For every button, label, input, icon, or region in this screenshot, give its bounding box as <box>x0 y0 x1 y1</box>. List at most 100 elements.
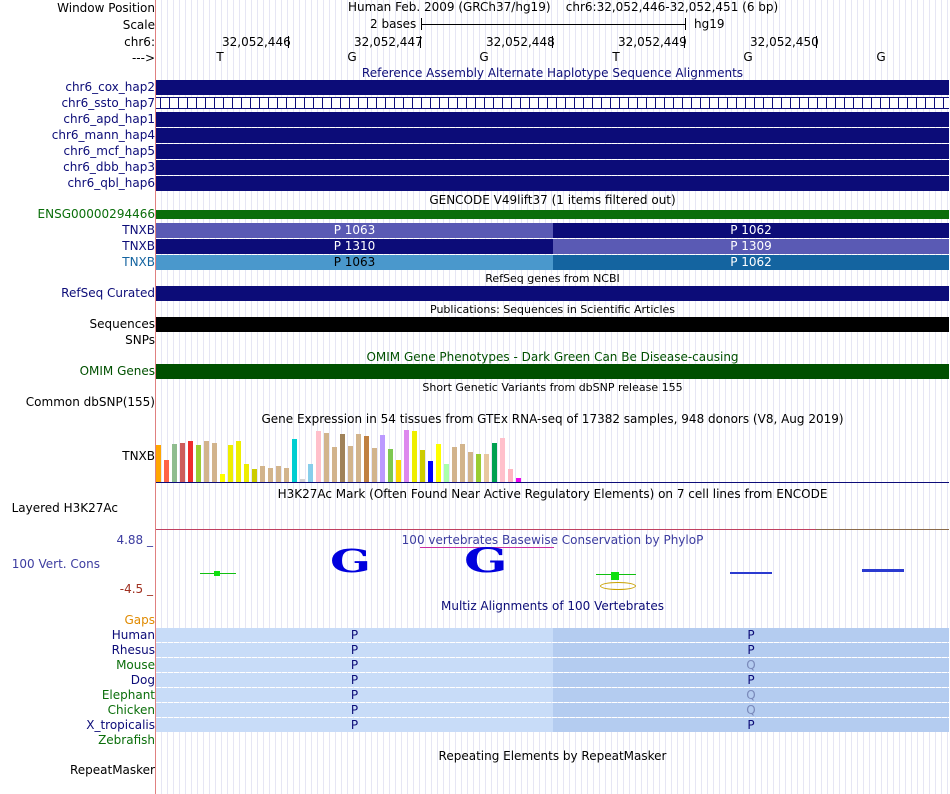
gtex-bar-23[interactable] <box>332 447 337 482</box>
gtex-bar-4[interactable] <box>180 443 185 482</box>
gtex-bar-12[interactable] <box>244 464 249 482</box>
track-label-chr6-qbl-hap6[interactable]: chr6_qbl_hap6 <box>67 176 155 190</box>
gtex-bar-15[interactable] <box>268 468 273 482</box>
gtex-bar-41[interactable] <box>476 454 481 482</box>
track-label-chr6-mann-hap4[interactable]: chr6_mann_hap4 <box>51 128 155 142</box>
track-label-tnxb-3[interactable]: TNXB <box>122 255 155 269</box>
gtex-bar-1[interactable] <box>156 445 161 482</box>
gtex-bar-17[interactable] <box>284 468 289 482</box>
gtex-bar-42[interactable] <box>484 454 489 482</box>
refseq-bar[interactable] <box>156 286 949 301</box>
gtex-bar-35[interactable] <box>428 461 433 482</box>
gtex-bar-11[interactable] <box>236 441 241 482</box>
track-label-tnxb-1[interactable]: TNXB <box>122 223 155 237</box>
track-label-chr6-dbb-hap3[interactable]: chr6_dbb_hap3 <box>63 160 155 174</box>
multiz-row-dog[interactable]: P P <box>156 673 949 687</box>
hap-bar-apd-hap1[interactable] <box>156 112 949 127</box>
track-label-rhesus[interactable]: Rhesus <box>111 643 155 657</box>
gtex-bar-14[interactable] <box>260 466 265 482</box>
gtex-bar-31[interactable] <box>396 460 401 482</box>
gtex-bar-18[interactable] <box>292 439 297 482</box>
track-label-conservation[interactable]: 100 Vert. Cons <box>11 557 100 571</box>
gtex-bar-2[interactable] <box>164 460 169 482</box>
track-label-chr6-ssto-hap7[interactable]: chr6_ssto_hap7 <box>61 96 155 110</box>
gtex-bar-21[interactable] <box>316 431 321 482</box>
track-label-dbsnp[interactable]: Common dbSNP(155) <box>25 395 155 409</box>
gtex-bar-26[interactable] <box>356 434 361 482</box>
multiz-elephant-left: P <box>156 688 553 702</box>
track-label-h3k27ac[interactable]: Layered H3K27Ac <box>11 501 118 515</box>
multiz-row-rhesus[interactable]: P P <box>156 643 949 657</box>
gtex-bar-46[interactable] <box>516 478 521 482</box>
gtex-bar-32[interactable] <box>404 430 409 482</box>
hap-bar-mann-hap4[interactable] <box>156 128 949 143</box>
multiz-row-chicken[interactable]: P Q <box>156 703 949 717</box>
tnxb-row-2[interactable]: P 1310 P 1309 <box>156 239 949 254</box>
gtex-bar-5[interactable] <box>188 441 193 482</box>
gtex-bar-8[interactable] <box>212 443 217 482</box>
track-label-chr6-apd-hap1[interactable]: chr6_apd_hap1 <box>63 112 155 126</box>
track-label-repeatmasker[interactable]: RepeatMasker <box>69 763 155 777</box>
track-label-mouse[interactable]: Mouse <box>116 658 155 672</box>
multiz-row-mouse[interactable]: P Q <box>156 658 949 672</box>
gtex-bar-39[interactable] <box>460 444 465 482</box>
publications-bar[interactable] <box>156 317 949 332</box>
gtex-bar-34[interactable] <box>420 450 425 482</box>
track-label-gencode-gene[interactable]: ENSG00000294466 <box>37 207 155 221</box>
tnxb-row-3[interactable]: P 1063 P 1062 <box>156 255 949 270</box>
multiz-row-elephant[interactable]: P Q <box>156 688 949 702</box>
track-label-gaps[interactable]: Gaps <box>124 613 155 627</box>
gtex-bar-7[interactable] <box>204 441 209 482</box>
track-label-xtropicalis[interactable]: X_tropicalis <box>86 718 155 732</box>
gtex-bar-20[interactable] <box>308 464 313 482</box>
hap-bar-qbl-hap6[interactable] <box>156 176 949 191</box>
gtex-bar-30[interactable] <box>388 449 393 482</box>
gtex-bar-10[interactable] <box>228 445 233 482</box>
track-label-human[interactable]: Human <box>111 628 155 642</box>
gtex-bar-40[interactable] <box>468 452 473 482</box>
gtex-bar-24[interactable] <box>340 434 345 482</box>
gtex-bar-36[interactable] <box>436 444 441 482</box>
multiz-row-xtropicalis[interactable]: P P <box>156 718 949 732</box>
track-label-dog[interactable]: Dog <box>130 673 155 687</box>
multiz-row-human[interactable]: P P <box>156 628 949 642</box>
gtex-bar-6[interactable] <box>196 445 201 482</box>
gencode-gene-bar[interactable] <box>156 210 949 219</box>
gtex-bar-27[interactable] <box>364 436 369 482</box>
gtex-bar-chart[interactable] <box>156 429 536 482</box>
gtex-bar-29[interactable] <box>380 435 385 482</box>
h3k27ac-signal-line[interactable] <box>156 529 816 530</box>
gtex-bar-9[interactable] <box>220 474 225 482</box>
h3k27ac-signal-line-2[interactable] <box>816 529 949 530</box>
track-label-chicken[interactable]: Chicken <box>107 703 155 717</box>
hap-bar-dbb-hap3[interactable] <box>156 160 949 175</box>
gtex-bar-13[interactable] <box>252 469 257 482</box>
hap-bar-mcf-hap5[interactable] <box>156 144 949 159</box>
hap-bar-cox-hap2[interactable] <box>156 80 949 95</box>
hap-bar-ssto-hap7[interactable] <box>156 97 949 109</box>
track-label-elephant[interactable]: Elephant <box>101 688 155 702</box>
track-label-sequences[interactable]: Sequences <box>89 317 155 331</box>
track-label-gtex[interactable]: TNXB <box>122 449 155 463</box>
track-label-refseq[interactable]: RefSeq Curated <box>61 286 155 300</box>
gtex-bar-22[interactable] <box>324 433 329 482</box>
gtex-bar-3[interactable] <box>172 444 177 482</box>
gtex-bar-28[interactable] <box>372 448 377 482</box>
gtex-bar-25[interactable] <box>348 446 353 482</box>
track-label-chr6-cox-hap2[interactable]: chr6_cox_hap2 <box>65 80 155 94</box>
track-label-omim[interactable]: OMIM Genes <box>79 364 155 378</box>
track-label-chr6-mcf-hap5[interactable]: chr6_mcf_hap5 <box>63 144 156 158</box>
omim-bar[interactable] <box>156 364 949 379</box>
gtex-bar-44[interactable] <box>500 438 505 482</box>
gtex-bar-45[interactable] <box>508 469 513 482</box>
gtex-bar-19[interactable] <box>300 479 305 482</box>
gtex-bar-43[interactable] <box>492 443 497 482</box>
track-label-snps[interactable]: SNPs <box>125 333 155 347</box>
gtex-bar-37[interactable] <box>444 464 449 482</box>
track-label-tnxb-2[interactable]: TNXB <box>122 239 155 253</box>
gtex-bar-33[interactable] <box>412 431 417 482</box>
gtex-bar-16[interactable] <box>276 466 281 482</box>
gtex-bar-38[interactable] <box>452 447 457 482</box>
tnxb-row-1[interactable]: P 1063 P 1062 <box>156 223 949 238</box>
track-label-zebrafish[interactable]: Zebrafish <box>98 733 155 747</box>
